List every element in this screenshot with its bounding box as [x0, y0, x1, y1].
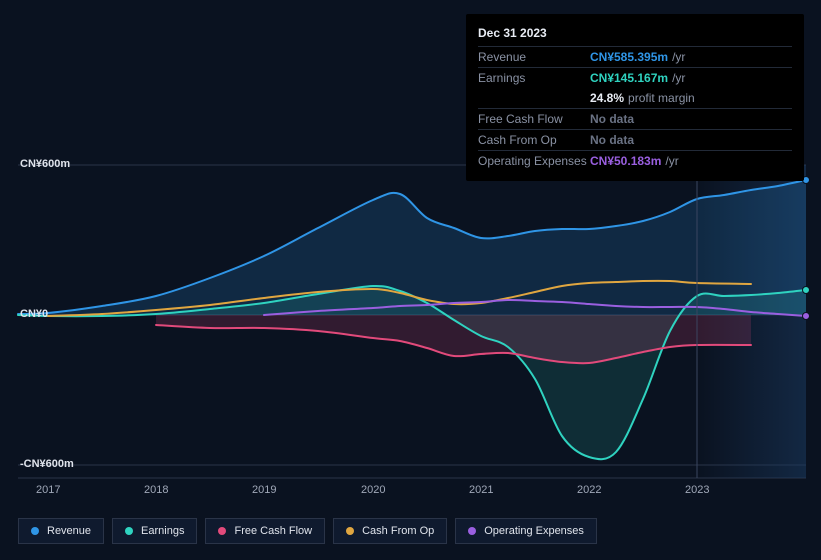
tooltip-row-sub: /yr: [665, 154, 678, 168]
y-tick-label: -CN¥600m: [20, 458, 74, 470]
legend-item-cash-from-op[interactable]: Cash From Op: [333, 518, 447, 544]
y-tick-label: CN¥600m: [20, 158, 70, 170]
tooltip: Dec 31 2023 Revenue CN¥585.395m /yr Earn…: [466, 14, 804, 181]
tooltip-row-label: Free Cash Flow: [478, 112, 590, 126]
legend-label: Revenue: [47, 525, 91, 537]
tooltip-row-sub: /yr: [672, 50, 685, 64]
legend-swatch: [218, 527, 226, 535]
tooltip-row-label: [478, 91, 590, 105]
tooltip-row-value: CN¥50.183m: [590, 154, 661, 168]
legend-item-earnings[interactable]: Earnings: [112, 518, 197, 544]
x-axis: 2017 2018 2019 2020 2021 2022 2023: [0, 484, 821, 502]
tooltip-row-value: 24.8%: [590, 91, 624, 105]
legend-label: Free Cash Flow: [234, 525, 312, 537]
tooltip-row-value: CN¥585.395m: [590, 50, 668, 64]
tooltip-row-revenue: Revenue CN¥585.395m /yr: [478, 46, 792, 67]
x-tick-label: 2019: [252, 484, 276, 496]
legend-item-free-cash-flow[interactable]: Free Cash Flow: [205, 518, 325, 544]
tooltip-row-cfo: Cash From Op No data: [478, 129, 792, 150]
x-tick-label: 2022: [577, 484, 601, 496]
tooltip-row-profit-margin: 24.8% profit margin: [478, 88, 792, 108]
tooltip-row-value: No data: [590, 112, 634, 126]
x-tick-label: 2023: [685, 484, 709, 496]
tooltip-row-value: No data: [590, 133, 634, 147]
x-tick-label: 2017: [36, 484, 60, 496]
tooltip-title: Dec 31 2023: [478, 22, 792, 46]
legend-swatch: [468, 527, 476, 535]
tooltip-row-label: Revenue: [478, 50, 590, 64]
x-tick-label: 2020: [361, 484, 385, 496]
y-tick-label: CN¥0: [20, 308, 48, 320]
tooltip-row-earnings: Earnings CN¥145.167m /yr: [478, 67, 792, 88]
tooltip-row-sub: profit margin: [628, 91, 695, 105]
legend-label: Operating Expenses: [484, 525, 584, 537]
financials-chart: { "chart": { "type": "line-area", "backg…: [0, 0, 821, 560]
x-tick-label: 2018: [144, 484, 168, 496]
tooltip-row-label: Earnings: [478, 71, 590, 85]
legend-label: Earnings: [141, 525, 184, 537]
legend-label: Cash From Op: [362, 525, 434, 537]
x-tick-label: 2021: [469, 484, 493, 496]
legend-swatch: [346, 527, 354, 535]
legend-swatch: [125, 527, 133, 535]
tooltip-row-label: Cash From Op: [478, 133, 590, 147]
tooltip-row-label: Operating Expenses: [478, 154, 590, 168]
tooltip-row-fcf: Free Cash Flow No data: [478, 108, 792, 129]
tooltip-row-value: CN¥145.167m: [590, 71, 668, 85]
legend-item-revenue[interactable]: Revenue: [18, 518, 104, 544]
legend-item-operating-expenses[interactable]: Operating Expenses: [455, 518, 597, 544]
tooltip-row-sub: /yr: [672, 71, 685, 85]
legend-swatch: [31, 527, 39, 535]
legend: Revenue Earnings Free Cash Flow Cash Fro…: [18, 518, 597, 544]
tooltip-row-opex: Operating Expenses CN¥50.183m /yr: [478, 150, 792, 171]
